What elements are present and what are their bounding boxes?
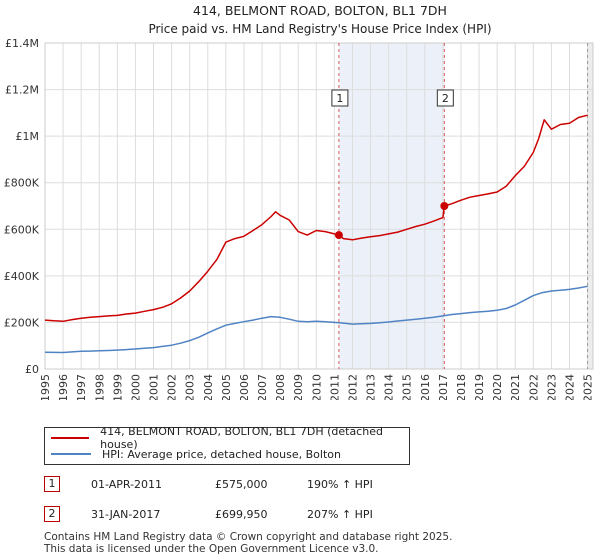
x-tick-label: 2014 [383, 374, 396, 400]
x-tick-label: 2019 [473, 374, 486, 400]
x-tick-label: 2012 [346, 374, 359, 400]
sale-price: £699,950 [215, 508, 268, 521]
x-tick-label: 2025 [582, 374, 595, 400]
chart-subtitle: Price paid vs. HM Land Registry's House … [148, 22, 491, 36]
y-tick-label: £600K [4, 223, 40, 236]
legend-item-hpi: HPI: Average price, detached house, Bolt… [51, 446, 341, 462]
y-tick-label: £1M [16, 130, 40, 143]
legend-label-hpi: HPI: Average price, detached house, Bolt… [102, 447, 341, 461]
series-line-property [44, 114, 588, 323]
x-tick-label: 2021 [509, 374, 522, 400]
sale-label-box [331, 89, 349, 107]
x-tick-label: 1997 [75, 374, 88, 400]
x-tick-label: 2003 [184, 374, 197, 400]
footer-licence: This data is licensed under the Open Gov… [44, 543, 379, 555]
legend-item-property: 414, BELMONT ROAD, BOLTON, BL1 7DH (deta… [51, 425, 409, 451]
x-tick-label: 2009 [292, 374, 305, 400]
footer-copyright: Contains HM Land Registry data © Crown c… [44, 531, 453, 543]
x-tick-label: 2023 [545, 374, 558, 400]
x-tick-label: 2013 [365, 374, 378, 400]
x-tick-label: 1998 [93, 374, 106, 400]
chart-title: 414, BELMONT ROAD, BOLTON, BL1 7DH [193, 3, 447, 18]
x-tick-label: 2004 [202, 374, 215, 400]
sale-label-number: 1 [336, 92, 343, 105]
sale-label-box [436, 89, 454, 107]
sale-marker-badge: 1 [44, 476, 60, 492]
legend-swatch-hpi [51, 453, 91, 455]
x-tick-label: 1999 [111, 374, 124, 400]
x-tick-label: 2016 [419, 374, 432, 400]
y-tick-label: £1.4M [5, 37, 39, 50]
y-tick-label: £800K [4, 177, 40, 190]
sale-date: 31-JAN-2017 [91, 508, 161, 521]
x-tick-label: 2024 [563, 374, 576, 400]
x-tick-label: 2015 [401, 374, 414, 400]
sale-label-number: 2 [442, 92, 449, 105]
x-tick-label: 2018 [455, 374, 468, 400]
y-tick-label: £200K [4, 316, 40, 329]
x-tick-label: 2002 [166, 374, 179, 400]
plot-border [44, 42, 594, 370]
chart: 414, BELMONT ROAD, BOLTON, BL1 7DH Price… [4, 3, 595, 400]
series-line-hpi [44, 285, 588, 354]
x-tick-label: 2008 [274, 374, 287, 400]
sale-point [334, 231, 343, 240]
x-tick-label: 2011 [328, 374, 341, 400]
sale-price: £575,000 [215, 478, 268, 491]
x-tick-label: 2005 [220, 374, 233, 400]
sale-period-shade [338, 43, 445, 369]
legend-label-property: 414, BELMONT ROAD, BOLTON, BL1 7DH (deta… [100, 425, 383, 451]
legend-swatch-property [51, 437, 90, 439]
legend: 414, BELMONT ROAD, BOLTON, BL1 7DH (deta… [44, 425, 410, 465]
x-tick-label: 1996 [57, 374, 70, 400]
sale-marker-badge: 2 [44, 506, 60, 522]
y-tick-label: £400K [4, 270, 40, 283]
x-tick-label: 1995 [39, 374, 52, 400]
x-tick-label: 2001 [148, 374, 161, 400]
y-tick-label: £0 [25, 363, 39, 376]
x-tick-label: 2017 [437, 374, 450, 400]
x-tick-label: 2000 [129, 374, 142, 400]
x-tick-label: 2010 [310, 374, 323, 400]
sale-hpi-change: 190% ↑ HPI [307, 478, 373, 491]
x-tick-label: 2007 [256, 374, 269, 400]
x-tick-label: 2022 [527, 374, 540, 400]
sale-date: 01-APR-2011 [91, 478, 163, 491]
footer: Contains HM Land Registry data © Crown c… [44, 531, 452, 555]
sale-hpi-change: 207% ↑ HPI [307, 508, 373, 521]
y-tick-label: £1.2M [5, 84, 39, 97]
future-hatch [587, 43, 593, 369]
x-tick-label: 2020 [491, 374, 504, 400]
sale-point [440, 202, 449, 211]
x-tick-label: 2006 [238, 374, 251, 400]
